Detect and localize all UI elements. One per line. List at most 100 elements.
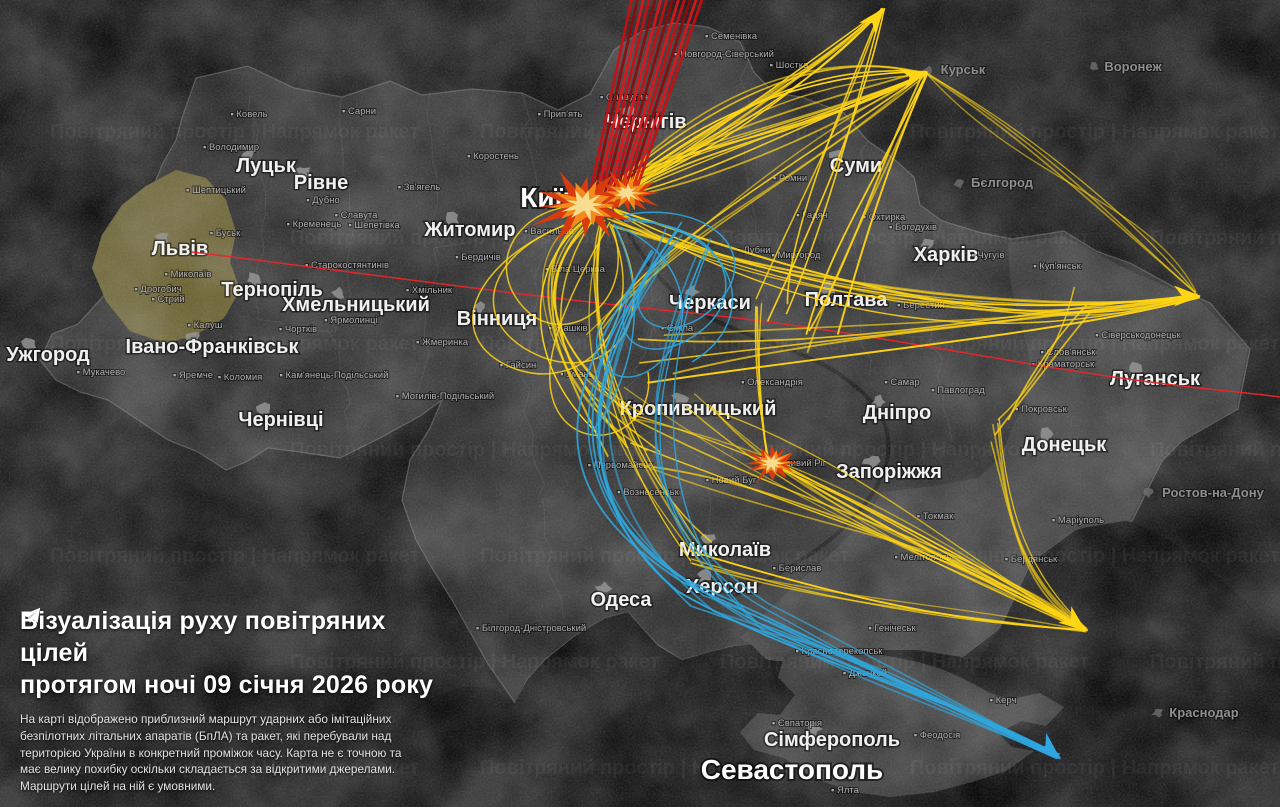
town-label: ▪ Ковель xyxy=(230,109,267,120)
route-path xyxy=(587,243,1057,759)
town-label: ▪ Самар xyxy=(884,377,919,388)
route-path xyxy=(774,462,1086,632)
route-path xyxy=(654,237,1061,760)
town-label: ▪ Богодухів xyxy=(889,222,937,233)
town-label: ▪ Ярмолинці xyxy=(324,315,377,326)
city-label: Хмельницький xyxy=(282,294,430,316)
strike-burst xyxy=(743,444,798,484)
town-label: ▪ Славута xyxy=(335,210,379,221)
red-missile-track xyxy=(617,0,680,199)
route-path xyxy=(708,404,1086,633)
paper-plane-icon xyxy=(21,607,41,624)
town-label: ▪ Дубно xyxy=(306,195,339,206)
missile-routes-red-layer xyxy=(587,0,704,199)
town-label: ▪ Ялта xyxy=(831,785,860,796)
city-label: Донецьк xyxy=(1022,434,1108,456)
urban-area-blob xyxy=(472,301,485,315)
town-label: ▪ Сіверськодонецьк xyxy=(1095,330,1181,341)
watermark-text: Повітряний простір | Напрямок ракет xyxy=(50,545,420,567)
town-label: ▪ Олександрія xyxy=(741,377,803,388)
red-missile-track xyxy=(613,0,674,199)
route-path xyxy=(647,296,1200,384)
urban-area-blob xyxy=(154,232,169,245)
route-arrows-layer xyxy=(859,8,1201,758)
route-arrowhead xyxy=(1174,285,1201,307)
watermark-text: Повітряний простір | Напрямок ракет xyxy=(720,227,1090,249)
route-path xyxy=(755,8,882,300)
strike-burst xyxy=(531,171,637,242)
route-path xyxy=(785,7,884,315)
city-label: Бєлгород xyxy=(971,175,1034,190)
burst-layer xyxy=(561,189,606,222)
urban-area-blob xyxy=(255,402,271,414)
oblast-border xyxy=(521,377,545,493)
route-path xyxy=(924,71,1197,293)
urban-area-blob xyxy=(446,211,459,225)
urban-area-blob xyxy=(1090,62,1099,70)
watermark-text: Повітряний простір | Напрямок ракет xyxy=(910,121,1280,143)
town-label: ▪ Павлоград xyxy=(931,385,985,396)
route-path xyxy=(672,246,1059,759)
town-label: ▪ Новгород-Сіверський xyxy=(674,49,774,60)
city-label: Івано-Франківськ xyxy=(126,336,300,358)
route-path xyxy=(609,206,1198,317)
town-label: ▪ Маріуполь xyxy=(1052,515,1104,526)
red-missile-track xyxy=(595,0,645,199)
watermark-text: Повітряний простір | Напрямок ракет xyxy=(50,333,420,355)
town-label: ▪ Прип'ять xyxy=(538,109,583,120)
route-arrowhead xyxy=(1032,732,1060,758)
watermark-text: Повітряний простір | Напрямок ракет xyxy=(1150,439,1280,461)
route-path xyxy=(560,211,661,453)
town-label: ▪ Покровськ xyxy=(1015,404,1067,415)
strike-burst xyxy=(594,169,660,213)
town-label: ▪ Яремче xyxy=(173,370,213,381)
route-path xyxy=(626,217,734,363)
town-label: ▪ Білгород-Дністровський xyxy=(476,623,586,634)
city-label: Львів xyxy=(152,238,208,260)
town-label: ▪ Кам'янець-Подільський xyxy=(280,370,389,381)
city-label: Харків xyxy=(914,244,979,266)
red-missile-track xyxy=(628,0,698,199)
town-label: ▪ Керч xyxy=(990,695,1017,706)
red-missile-track xyxy=(591,0,639,199)
town-label: ▪ Шепетівка xyxy=(348,220,400,231)
watermark-text: Повітряний простір | Напрямок ракет xyxy=(290,651,660,673)
route-path xyxy=(622,220,727,350)
route-path xyxy=(690,562,1087,632)
route-path xyxy=(923,70,1197,294)
urban-area-blob xyxy=(1151,708,1164,718)
drone-routes-yellow-layer xyxy=(472,7,1201,633)
town-label: ▪ Миргород xyxy=(772,250,821,261)
town-label: ▪ Калуш xyxy=(188,320,223,331)
red-missile-track xyxy=(620,0,686,199)
city-label: Суми xyxy=(830,155,882,177)
town-label: ▪ Куп'янськ xyxy=(1033,261,1081,272)
route-path xyxy=(619,211,736,329)
route-path xyxy=(766,7,886,322)
city-label: Севастополь xyxy=(701,754,884,785)
watermark-text: Повітряний простір | Напрямок ракет xyxy=(1150,651,1280,673)
city-label: Дніпро xyxy=(863,402,931,424)
urban-area-blob xyxy=(1143,487,1154,499)
urban-area-blob xyxy=(594,581,613,596)
red-missile-track xyxy=(624,0,692,199)
oblast-border xyxy=(929,220,943,328)
urban-area-blob xyxy=(671,392,689,405)
watermark-text: Повітряний простір | Напрямок ракет xyxy=(910,545,1280,567)
route-path xyxy=(654,255,1060,760)
route-path xyxy=(551,207,645,416)
route-path xyxy=(808,70,925,332)
city-label: Краснодар xyxy=(1169,705,1238,720)
route-path xyxy=(711,408,1086,630)
urban-area-blob xyxy=(185,332,200,343)
town-label: ▪ Зв'ягель xyxy=(398,182,441,193)
urban-area-blob xyxy=(331,286,345,299)
town-label: ▪ Генічеськ xyxy=(868,623,916,634)
route-path xyxy=(604,64,925,199)
route-path xyxy=(472,211,624,375)
explosion-layer xyxy=(531,169,798,484)
urban-area-blob xyxy=(1129,361,1143,374)
city-label: Тернопіль xyxy=(221,279,323,301)
